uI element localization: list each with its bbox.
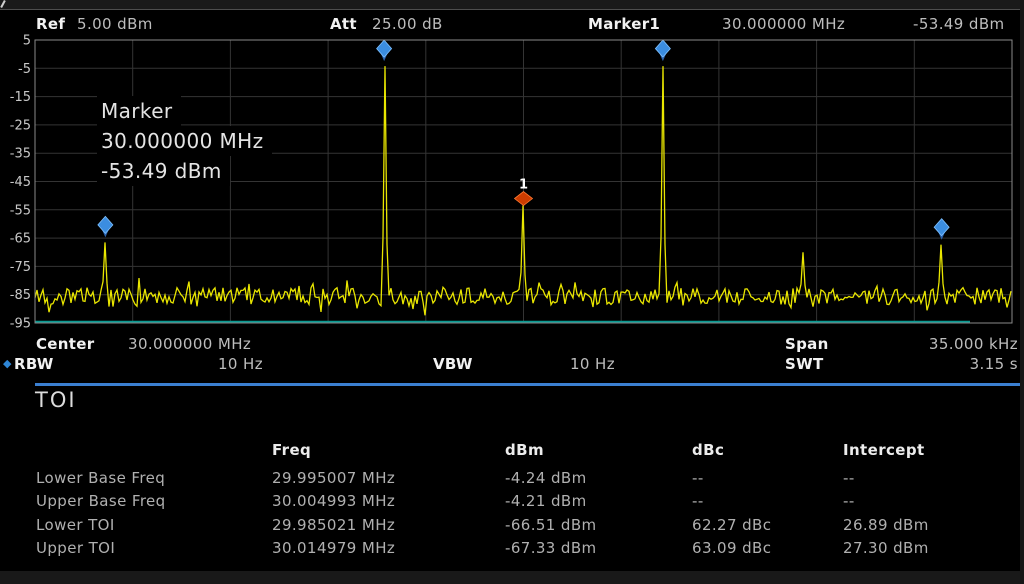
toi-freq-value: 30.004993 MHz — [272, 492, 396, 511]
marker-diamond — [654, 39, 671, 58]
toi-dbc-value: 62.27 dBc — [692, 515, 772, 534]
att-value: 25.00 dB — [372, 15, 443, 33]
toi-intercept-value: 26.89 dBm — [843, 515, 929, 534]
marker-annotation: Marker 30.000000 MHz -53.49 dBm — [97, 96, 272, 186]
y-tick-label: -85 — [10, 288, 31, 303]
toi-dbm-value: -66.51 dBm — [505, 515, 597, 534]
y-tick-label: -45 — [10, 175, 31, 190]
plot-border — [34, 39, 1013, 324]
blue-diamond-marker-icon — [97, 215, 114, 238]
toi-freq-value: 29.985021 MHz — [272, 515, 396, 534]
toi-dbc-value: -- — [692, 469, 704, 487]
marker-diamond — [97, 215, 114, 234]
swt-label: SWT — [785, 355, 824, 373]
toi-row-label: Lower Base Freq — [36, 469, 166, 487]
att-label: Att — [330, 15, 357, 33]
y-tick-label: -35 — [10, 147, 31, 162]
spectrum-plot: 1 5 -5 -15 -25 -35 -45 -55 -65 -75 -85 -95 — [10, 34, 1013, 332]
toi-column-header: Freq — [272, 441, 312, 459]
vbw-value: 10 Hz — [569, 355, 615, 373]
toi-row-label: Lower TOI — [36, 515, 115, 534]
y-tick-label: -25 — [10, 118, 31, 133]
y-tick-label: -95 — [10, 317, 31, 332]
toi-freq-value: 30.014979 MHz — [272, 539, 396, 558]
toi-column-header: Intercept — [843, 441, 925, 459]
peak-markers: 1 — [97, 39, 950, 240]
plot-border-rect — [34, 39, 1013, 324]
marker-diamond — [376, 39, 393, 58]
ref-label: Ref — [36, 15, 66, 33]
bottom-bezel — [0, 571, 1024, 584]
y-axis-labels: 5 -5 -15 -25 -35 -45 -55 -65 -75 -85 -95 — [10, 34, 31, 332]
span-label: Span — [785, 335, 829, 353]
top-bezel — [0, 0, 1024, 10]
right-bezel — [1020, 0, 1024, 584]
toi-intercept-value: -- — [843, 492, 855, 511]
rbw-label: RBW — [14, 355, 54, 373]
toi-intercept-value: 27.30 dBm — [843, 539, 929, 558]
swt-value: 3.15 s — [969, 355, 1018, 373]
y-tick-label: -55 — [10, 203, 31, 218]
panel-separator-line — [35, 383, 1024, 386]
marker1-amplitude: -53.49 dBm — [913, 15, 1005, 33]
toi-dbm-value: -4.24 dBm — [505, 469, 587, 487]
marker-annotation-title: Marker — [97, 96, 181, 126]
blue-diamond-marker-icon — [933, 218, 950, 240]
span-value: 35.000 kHz — [928, 335, 1018, 353]
toi-dbm-value: -4.21 dBm — [505, 492, 587, 511]
red-diamond-marker-icon: 1 — [513, 178, 534, 207]
toi-column-header: dBm — [505, 441, 545, 459]
marker1-frequency: 30.000000 MHz — [722, 15, 846, 33]
toi-panel-title: TOI — [35, 388, 77, 412]
plot-grid — [35, 40, 1012, 323]
y-tick-label: 5 — [23, 34, 31, 49]
marker-number-label: 1 — [519, 178, 528, 193]
toi-dbc-value: -- — [692, 492, 704, 511]
ref-value: 5.00 dBm — [77, 15, 153, 33]
blue-diamond-marker-icon — [376, 39, 393, 62]
marker-diamond — [933, 218, 950, 237]
toi-dbm-value: -67.33 dBm — [505, 539, 597, 558]
marker1-label: Marker1 — [588, 15, 661, 33]
marker-annotation-freq: 30.000000 MHz — [97, 126, 272, 156]
rbw-coupled-diamond-icon: ◆ — [3, 357, 12, 370]
y-tick-label: -5 — [18, 62, 31, 77]
toi-freq-value: 29.995007 MHz — [272, 469, 396, 487]
toi-column-header: dBc — [692, 441, 725, 459]
marker-diamond — [513, 191, 534, 207]
marker-annotation-ampl: -53.49 dBm — [97, 156, 230, 186]
blue-diamond-marker-icon — [654, 39, 671, 62]
y-tick-label: -15 — [10, 90, 31, 105]
toi-row-label: Upper Base Freq — [36, 492, 166, 511]
rbw-value: 10 Hz — [217, 355, 263, 373]
vbw-label: VBW — [433, 355, 473, 373]
toi-intercept-value: -- — [843, 469, 855, 487]
y-tick-label: -65 — [10, 232, 31, 247]
toi-row-label: Upper TOI — [36, 539, 116, 558]
toi-dbc-value: 63.09 dBc — [692, 539, 772, 558]
center-value: 30.000000 MHz — [128, 335, 252, 353]
center-label: Center — [36, 335, 95, 353]
y-tick-label: -75 — [10, 260, 31, 275]
